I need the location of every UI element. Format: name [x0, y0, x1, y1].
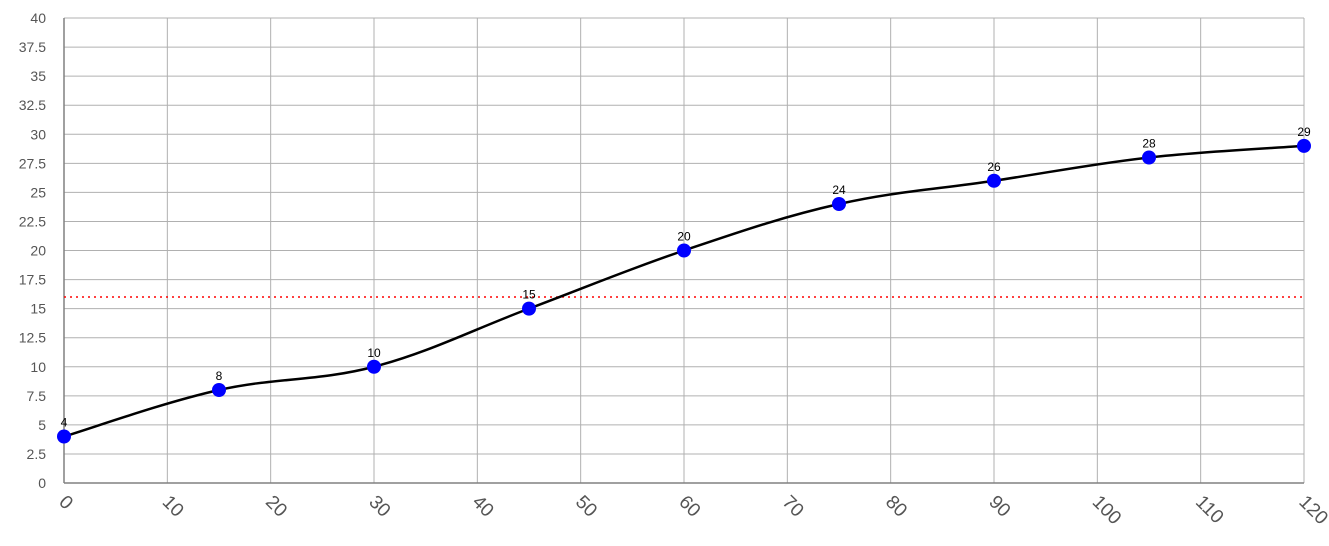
x-tick-label: 90	[984, 492, 1014, 522]
labels: 0 2.5 5 7.5 10 12.5 15 17.5 20 22.5 25 27.5 30 32.5 35…	[19, 10, 1329, 529]
x-tick-label: 30	[364, 492, 394, 522]
y-tick-label: 2.5	[27, 446, 47, 462]
y-tick-label: 37.5	[19, 39, 46, 55]
data-label: 20	[677, 230, 691, 244]
y-tick-label: 5	[38, 417, 46, 433]
y-tick-label: 32.5	[19, 97, 46, 113]
data-label: 10	[367, 346, 381, 360]
data-label: 29	[1297, 125, 1311, 139]
y-tick-label: 0	[38, 475, 46, 491]
data-point	[367, 359, 381, 374]
y-tick-label: 7.5	[27, 388, 47, 404]
x-tick-label: 120	[1294, 492, 1329, 529]
y-tick-label: 17.5	[19, 272, 46, 288]
data-point	[57, 429, 71, 444]
data-point	[1297, 138, 1311, 153]
y-tick-label: 12.5	[19, 330, 46, 346]
x-tick-label: 110	[1191, 492, 1227, 528]
data-label: 24	[832, 183, 846, 197]
y-tick-label: 15	[30, 301, 46, 317]
data-point	[987, 173, 1001, 188]
y-tick-label: 25	[30, 184, 46, 200]
data-label: 8	[216, 369, 223, 383]
data-label: 28	[1142, 137, 1156, 151]
axes	[63, 18, 1304, 484]
data-label: 4	[61, 416, 68, 430]
x-tick-label: 40	[468, 492, 498, 522]
grid	[64, 17, 1305, 483]
y-tick-label: 20	[30, 243, 46, 259]
y-tick-label: 27.5	[19, 155, 46, 171]
x-tick-label: 80	[881, 492, 911, 522]
x-tick-label: 100	[1088, 492, 1125, 529]
data-point	[1142, 150, 1156, 165]
data-point	[677, 243, 691, 258]
data-point	[832, 197, 846, 211]
x-tick-label: 70	[778, 492, 808, 522]
data-label: 15	[522, 288, 536, 302]
y-tick-label: 30	[30, 126, 46, 142]
y-tick-label: 22.5	[19, 213, 46, 229]
x-tick-label: 20	[261, 492, 291, 522]
x-tick-label: 10	[158, 492, 188, 522]
x-tick-label: 60	[674, 492, 704, 522]
x-tick-label: 50	[571, 492, 601, 522]
data-point	[522, 301, 536, 316]
y-tick-label: 10	[30, 359, 46, 375]
data-label: 26	[987, 160, 1001, 174]
y-tick-label: 35	[30, 68, 46, 84]
x-tick-label: 0	[54, 492, 76, 514]
series	[57, 138, 1311, 444]
y-tick-label: 40	[30, 10, 46, 26]
data-point	[212, 383, 226, 397]
